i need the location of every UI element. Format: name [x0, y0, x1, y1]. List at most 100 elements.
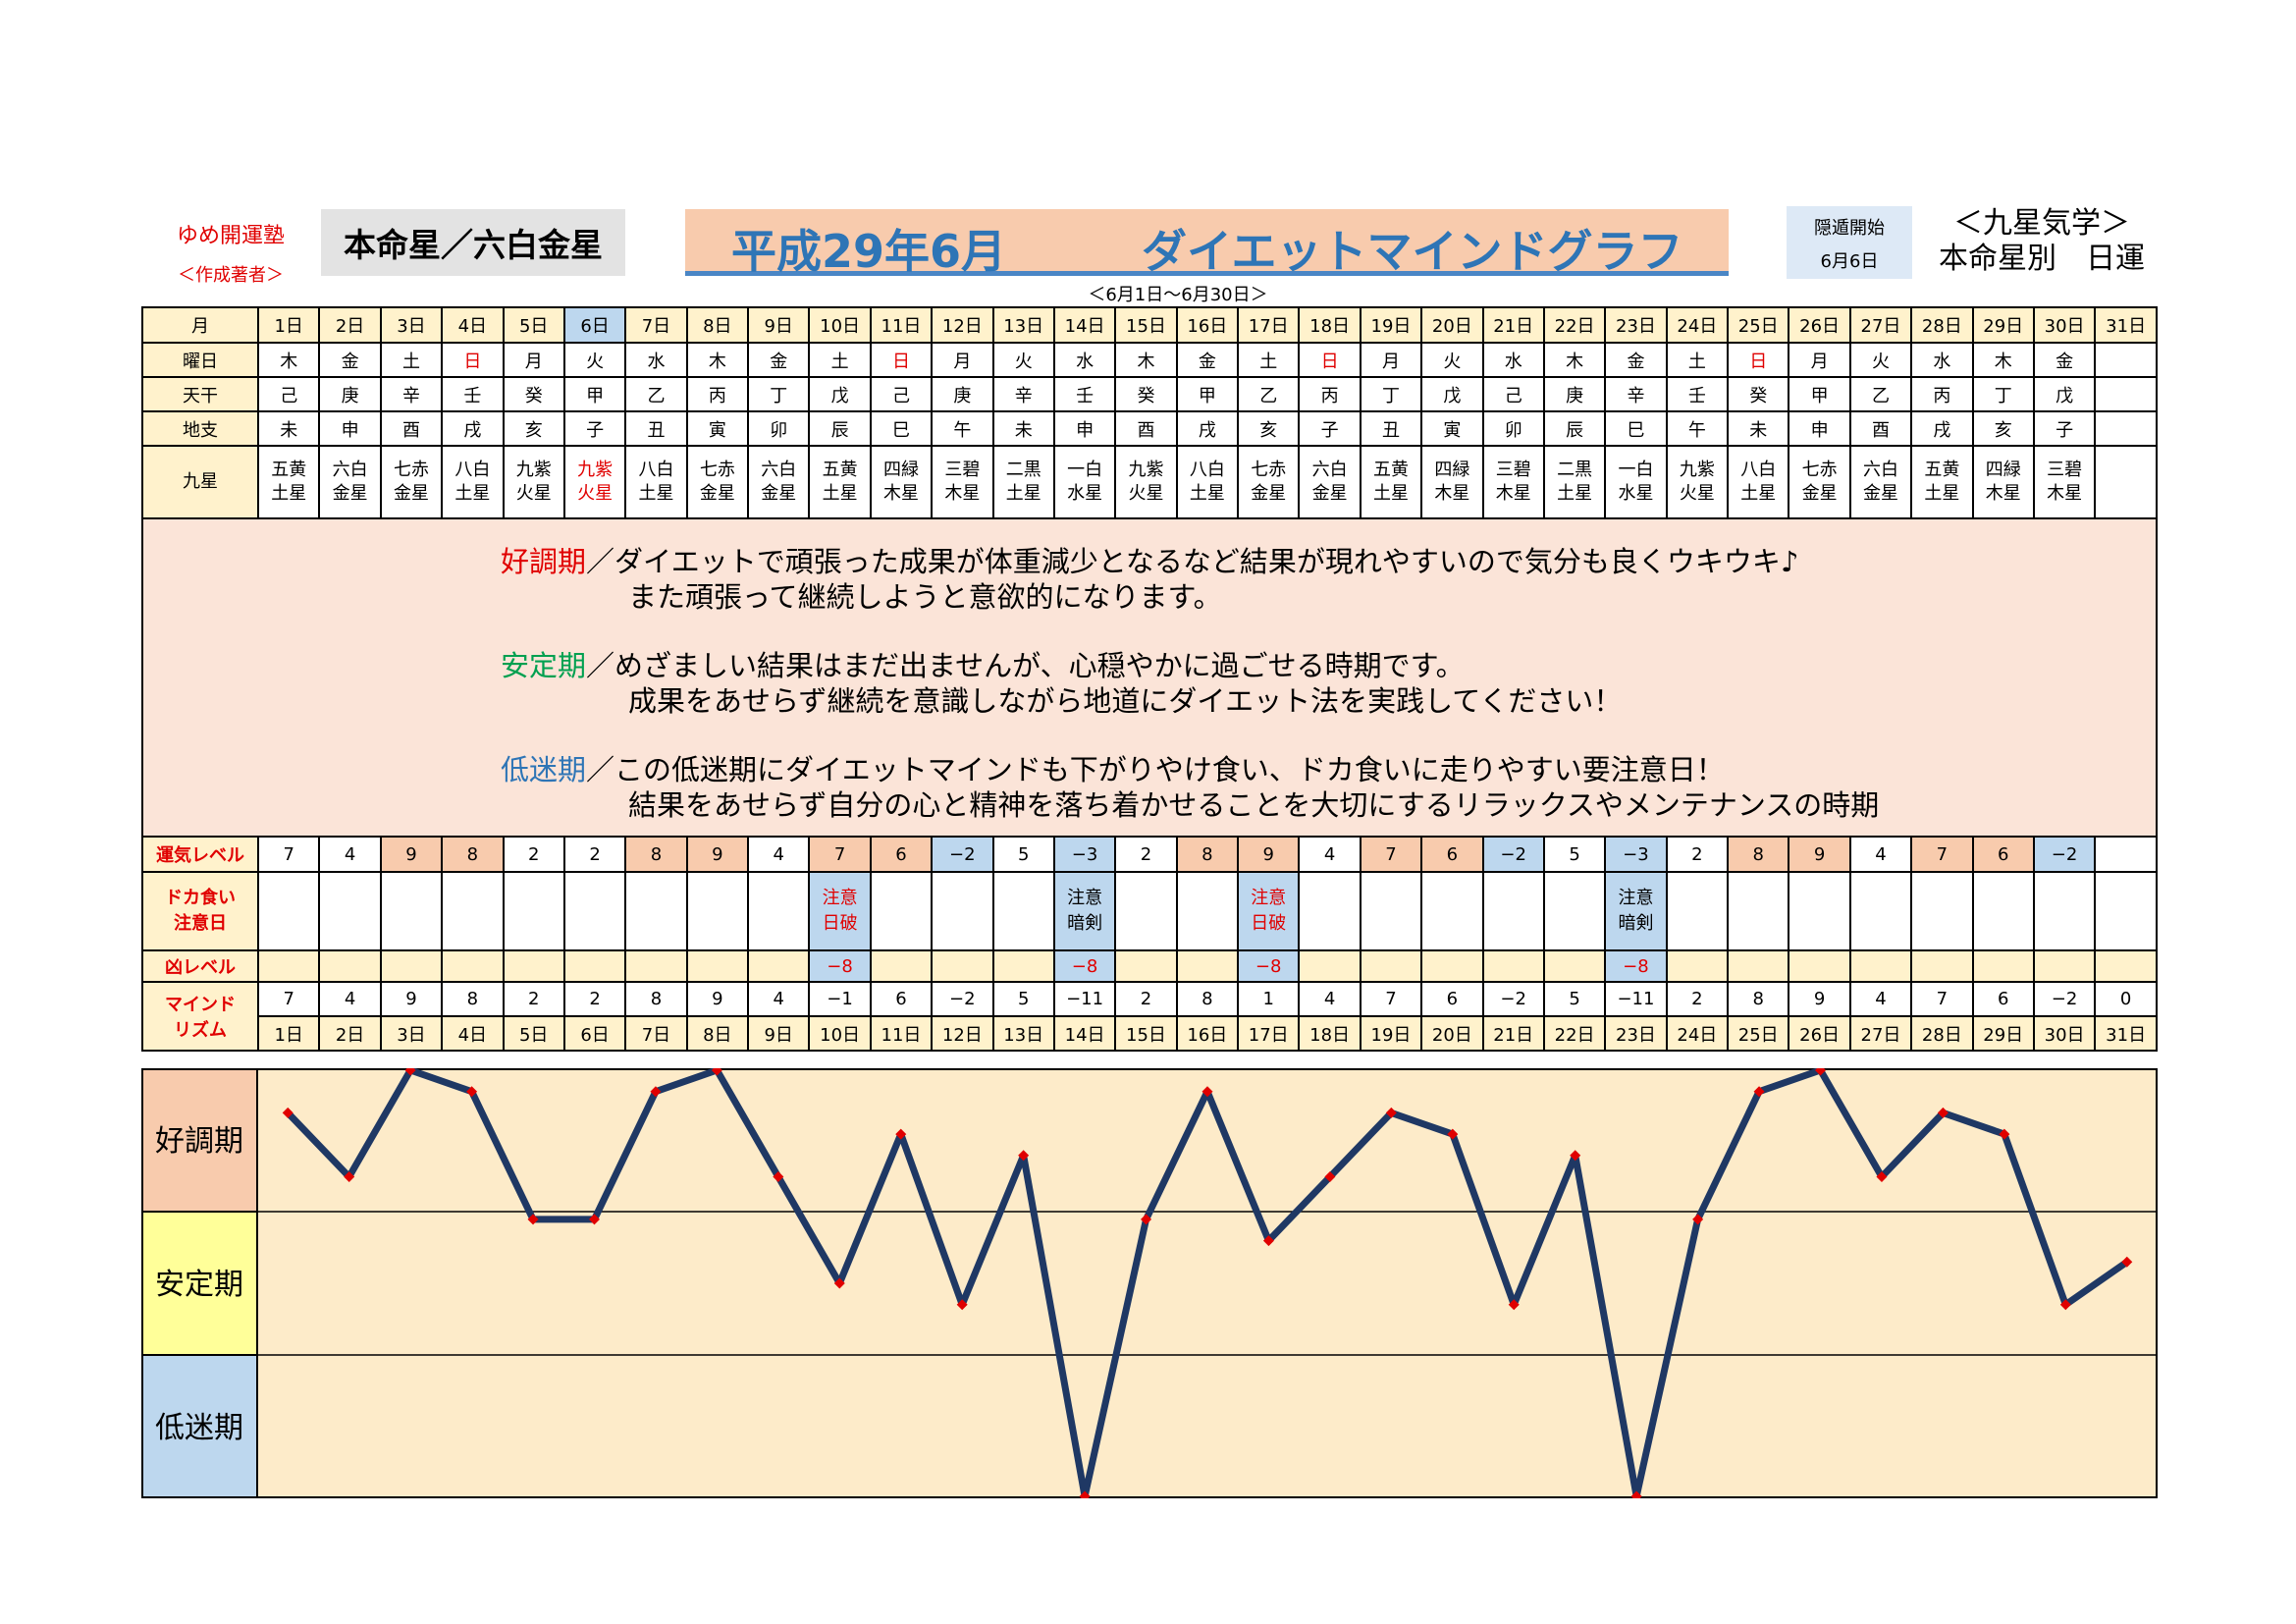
tenkan-cell: 丙	[685, 376, 750, 412]
tenkan-cell: 庚	[931, 376, 994, 412]
day-header: 12日	[931, 306, 994, 344]
kyusei-text: 七赤	[699, 460, 735, 480]
kyo-cell	[1727, 949, 1790, 983]
day-header: 24日	[1665, 306, 1730, 344]
chishi-cell: 寅	[685, 410, 750, 447]
kyo-cell	[2094, 949, 2158, 983]
day-header: 5日	[502, 306, 565, 344]
doka-text: 暗剣	[1067, 913, 1103, 934]
unki-cell: −2	[2032, 836, 2097, 873]
doka-text: 暗剣	[1618, 913, 1654, 934]
data-point-marker	[1508, 1299, 1520, 1311]
kyusei-text: 木星	[2047, 483, 2083, 504]
weekday-cell: 土	[1237, 342, 1301, 378]
tenkan-cell: 甲	[1175, 376, 1240, 412]
data-point-marker	[527, 1214, 539, 1225]
data-point-marker	[404, 1068, 416, 1076]
chishi-cell: 酉	[379, 410, 444, 447]
mind-cell: −1	[808, 981, 872, 1017]
chishi-cell: 申	[1788, 410, 1851, 447]
kyusei-text: 木星	[1985, 483, 2021, 504]
unki-cell: 4	[747, 836, 811, 873]
kyusei-text: 九紫	[1679, 460, 1715, 480]
tenkan-cell: 辛	[1604, 376, 1668, 412]
chishi-cell: 巳	[869, 410, 934, 447]
doka-cell	[624, 871, 688, 951]
tenkan-cell: 戊	[808, 376, 872, 412]
doka-cell: 注意 暗剣	[1052, 871, 1117, 951]
description-text: ／この低迷期にダイエットマインドも下がりやけ食い、ドカ食いに走りやすい要注意日！	[586, 753, 1725, 786]
kyusei-text: 火星	[577, 483, 614, 504]
doka-cell	[747, 871, 811, 951]
kyusei-text: 土星	[822, 483, 858, 504]
weekday-cell: 火	[1848, 342, 1913, 378]
mind-cell: 8	[1727, 981, 1790, 1017]
weekday-cell: 金	[1604, 342, 1668, 378]
tenkan-cell: 壬	[1665, 376, 1730, 412]
weekday-cell: 日	[1298, 342, 1362, 378]
kyusei-cell: 八白 土星	[624, 445, 688, 519]
kyusei-cell: 八白 土星	[1727, 445, 1790, 519]
day-header: 3日	[379, 306, 444, 344]
chishi-cell: 亥	[1237, 410, 1301, 447]
kyo-cell	[747, 949, 811, 983]
row-label-text: 地支	[183, 419, 218, 441]
kyo-cell	[502, 949, 565, 983]
weekday-cell: 火	[562, 342, 627, 378]
doka-cell	[502, 871, 565, 951]
unki-cell: 2	[1114, 836, 1178, 873]
kyusei-cell: 五黄 土星	[257, 445, 321, 519]
kyusei-text: 六白	[332, 460, 368, 480]
kyusei-text: 金星	[1311, 483, 1348, 504]
kyusei-cell: 四緑 木星	[1420, 445, 1484, 519]
day-footer: 7日	[624, 1015, 688, 1052]
tenkan-cell: 丙	[1298, 376, 1362, 412]
data-point-marker	[773, 1171, 784, 1182]
doka-cell	[685, 871, 750, 951]
tenkan-cell: 丁	[1359, 376, 1423, 412]
kyo-cell	[2032, 949, 2097, 983]
calendar-table: 月 1日 2日 3日 4日 5日 6日 7日 8日 9日 10日 11日 12日 13日 14日 15日 16日…	[140, 306, 2158, 1052]
data-point-marker	[1079, 1490, 1091, 1498]
kyo-cell	[931, 949, 994, 983]
weekday-cell: 木	[1114, 342, 1178, 378]
data-point-marker	[1141, 1214, 1152, 1225]
kyusei-text: 五黄	[271, 460, 307, 480]
kyusei-text: 七赤	[1251, 460, 1287, 480]
kyusei-cell: 三碧 木星	[2032, 445, 2097, 519]
data-point-marker	[1385, 1107, 1397, 1118]
weekday-cell: 水	[624, 342, 688, 378]
mind-cell: 8	[441, 981, 505, 1017]
kyusei-line2: 本命星別 日運	[1939, 242, 2145, 276]
kyusei-text: 土星	[1557, 483, 1593, 504]
day-header: 4日	[441, 306, 505, 344]
description-line: 好調期／ダイエットで頑張った成果が体重減少となるなど結果が現れやすいので気分も良…	[501, 539, 1798, 580]
row-label: 月	[140, 306, 260, 344]
kyusei-cell: 五黄 土星	[1359, 445, 1423, 519]
kyusei-cell: 四緑 木星	[1971, 445, 2035, 519]
kyusei-cell: 三碧 木星	[931, 445, 994, 519]
weekday-cell: 火	[991, 342, 1055, 378]
kyusei-text: 土星	[1740, 483, 1777, 504]
kyo-row: 凶レベル −8 −8 −8 −8	[140, 949, 2158, 983]
data-point-marker	[2121, 1256, 2133, 1268]
row-label-text: リズム	[174, 1020, 227, 1041]
kyusei-text: 木星	[882, 483, 919, 504]
mind-cell: −11	[1052, 981, 1117, 1017]
tenkan-cell	[2094, 376, 2158, 412]
kyusei-text: 九紫	[515, 460, 552, 480]
day-footer: 15日	[1114, 1015, 1178, 1052]
unki-cell: 2	[502, 836, 565, 873]
mind-cell: 0	[2094, 981, 2158, 1017]
chishi-cell: 戌	[1910, 410, 1974, 447]
day-footer: 29日	[1971, 1015, 2035, 1052]
doka-cell	[441, 871, 505, 951]
band-label: 安定期	[155, 1268, 243, 1302]
doka-cell	[1298, 871, 1362, 951]
day-footer: 23日	[1604, 1015, 1668, 1052]
chishi-cell: 巳	[1604, 410, 1668, 447]
kyusei-text: 火星	[515, 483, 552, 504]
doka-cell	[1542, 871, 1607, 951]
data-point-marker	[588, 1214, 600, 1225]
kyusei-cell	[2094, 445, 2158, 519]
